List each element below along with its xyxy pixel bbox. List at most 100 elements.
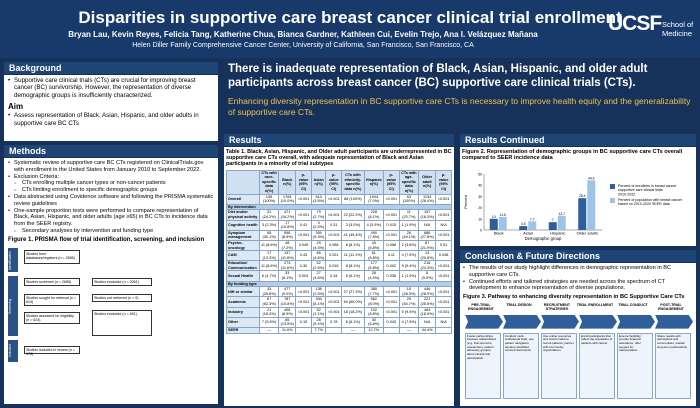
table-cell: <0.001	[325, 193, 343, 205]
bar	[587, 180, 596, 230]
x-axis-label: Demographic group	[525, 236, 562, 241]
methods-subbullet: Secondary analyses by intervention and f…	[8, 228, 214, 235]
prisma-box: Studies sought for retrieval (n = 624)	[24, 293, 80, 306]
bar	[557, 215, 566, 230]
table-cell: 221 (26.5%)	[418, 296, 437, 308]
table-row-label: SEER	[226, 327, 260, 334]
logo-text: School of Medicine	[662, 20, 694, 38]
prisma-box: Studies excluded (n = 2061)	[92, 277, 152, 286]
conclusion-heading: Conclusion & Future Directions	[460, 250, 696, 262]
bar	[489, 218, 498, 230]
table-row: Psycho-oncology 11 (8.6%) 48 (7.2%) 0.045 29…	[226, 239, 452, 252]
table-cell: 6 (6.1%)	[341, 270, 365, 282]
table-cell: —	[258, 327, 280, 334]
table-cell: 477 (9.0%)	[278, 286, 297, 298]
data-label: 12.7	[558, 212, 565, 216]
table-cell: <0.001	[382, 229, 400, 241]
table-cell: 0.045	[295, 239, 312, 252]
legend-label: Percent of enrollees in breast cancer sup…	[618, 184, 677, 196]
table-cell: 48 (7.2%)	[278, 239, 297, 252]
table-cell: 5 (9.4%)	[398, 260, 420, 272]
table-cell: N/A	[435, 316, 452, 329]
prisma-stage-label: Identification	[8, 247, 18, 272]
logo-mark: UCSF	[608, 12, 662, 35]
background-panel: Supportive care clinical trials (CTs) ar…	[4, 75, 218, 141]
table-cell: 273 (11.6%)	[278, 260, 297, 272]
conclusion-panel: The results of our study highlight diffe…	[460, 263, 696, 406]
table-cell: 0.43	[295, 250, 312, 262]
table-cell: 0.41	[295, 219, 312, 231]
y-tick-label: 20	[478, 206, 482, 210]
prisma-box: Studies not retrieved (n = 0)	[92, 293, 152, 302]
table-cell: N/A	[435, 219, 452, 231]
table-cell	[295, 327, 312, 334]
prisma-box: Studies included in review (n = 178)	[24, 345, 80, 356]
table-row: SEER —11.6% 7.7% —12.7% —44.4%	[226, 327, 452, 334]
table-cell: <0.001	[325, 296, 343, 308]
author-list: Bryan Lau, Kevin Reyes, Felicia Tang, Ka…	[68, 30, 538, 39]
pathway-stage-label: TRIAL DESIGN	[506, 302, 532, 307]
table-cell: 29 (4.3%)	[310, 239, 327, 252]
table-cell: 43 (6.8%)	[363, 239, 384, 252]
table-row-label: NIH or similar	[226, 286, 260, 298]
key-message-banner: There is inadequate representation of Bl…	[224, 60, 696, 130]
table-cell: 686 (27.8%)	[418, 229, 437, 241]
table-cell: 0.038	[435, 250, 452, 262]
table-row: Symptom management 65 (30.1%) 598 (8.9%) <0…	[226, 229, 452, 241]
table-cell: 12.7%	[363, 327, 384, 334]
table-header-cell	[226, 169, 260, 195]
table-cell: 0.002	[382, 260, 400, 272]
table-cell: <0.001	[382, 286, 400, 298]
table-header-cell: Hispanic n(%)	[363, 169, 384, 195]
legend-swatch	[610, 183, 615, 189]
table-cell: <0.001	[382, 209, 400, 221]
bar	[548, 221, 557, 230]
table-cell: 7 (5.5%)	[258, 316, 280, 329]
table-row: Academic 67 (52.3%) 787 (10.8%) <0.001 394 (…	[226, 296, 452, 308]
table-header-cell: p-value (95% CI)	[435, 169, 452, 195]
table-row-label: Symptom management	[226, 229, 260, 241]
methods-bullet: Exclusion Criteria:	[8, 174, 214, 181]
pathway-step-text: Share results with participants and comm…	[655, 332, 691, 399]
bar	[528, 221, 537, 230]
table-cell: 562 (8.0%)	[363, 296, 384, 308]
table-cell: 30 (6.8%)	[363, 316, 384, 329]
y-tick-label: 0	[480, 228, 482, 232]
table-cell: 0.34	[325, 270, 343, 282]
table-cell: 17 (10.8%)	[278, 219, 297, 231]
table-cell: <0.001	[325, 229, 343, 241]
table-cell: <0.001	[435, 229, 452, 241]
banner-subtext: Enhancing diversity representation in BC…	[228, 96, 691, 117]
table-cell: —	[341, 327, 365, 334]
prisma-box: Studies from databases/registers (n = 26…	[24, 249, 80, 264]
prisma-box: Studies screened (n = 2685)	[24, 277, 80, 286]
table-cell: 0.15	[295, 316, 312, 329]
pathway-step-text: Use online resources and social media to…	[541, 332, 577, 399]
table-cell: 1044 (7.0%)	[363, 193, 384, 205]
table-cell: 27 (27.3%)	[341, 286, 365, 298]
table-cell: 4 (3.9%)	[363, 219, 384, 231]
methods-panel: Systematic review of supportive care BC …	[4, 158, 218, 404]
table-cell: 0.11	[382, 250, 400, 262]
table-cell: 61 (6.8%)	[363, 250, 384, 262]
conclusion-bullet: The results of our study highlight diffe…	[463, 265, 693, 279]
table-cell: 85 (13.5%)	[278, 316, 297, 329]
table-row: Sexual Health 6 (4.7%) 33 (6.1%) 0.004 27 (4…	[226, 270, 452, 282]
table-row-label: Education/ Communication	[226, 260, 260, 272]
data-label: 28.4	[579, 194, 586, 198]
table-cell: <0.001	[435, 286, 452, 298]
table-row-label: Other	[226, 316, 260, 329]
table-cell: <0.001	[382, 296, 400, 308]
table-cell: 11 (11.1%)	[341, 250, 365, 262]
table-cell	[325, 327, 343, 334]
table-cell: 7.7%	[310, 327, 327, 334]
table-cell: 0.016	[325, 260, 343, 272]
table-cell: 64 (65.0%)	[341, 296, 365, 308]
table-row: NIH or similar 33 (25.8%) 477 (9.0%) <0.001…	[226, 286, 452, 298]
table-cell: 5 (9.4%)	[398, 306, 420, 318]
table-cell: 26 (49.1%)	[398, 229, 420, 241]
table-row-label: Overall	[226, 193, 260, 205]
table-row-label: Psycho-oncology	[226, 239, 260, 252]
table-cell: 471 (16.2%)	[278, 209, 297, 221]
bar	[519, 225, 528, 230]
